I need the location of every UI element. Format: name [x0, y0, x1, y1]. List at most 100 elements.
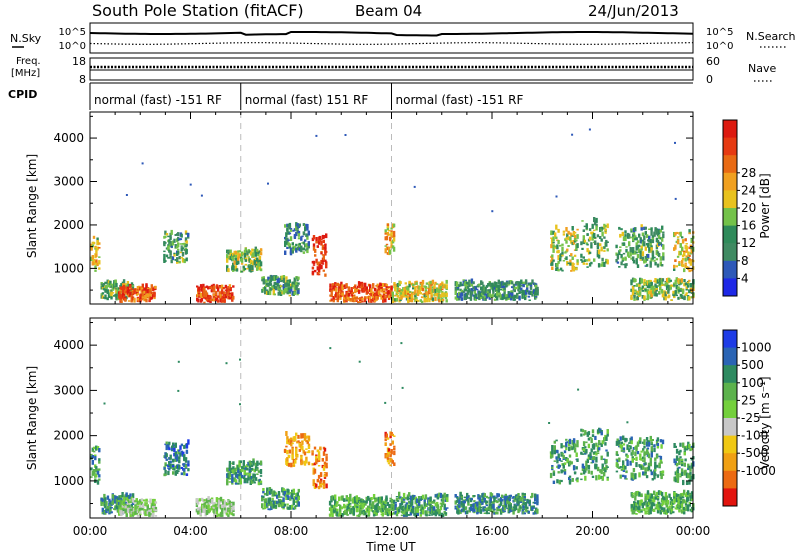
echo-cell [556, 449, 559, 454]
echo-cell [167, 235, 170, 238]
echo-cell [183, 468, 186, 474]
echo-cell [443, 283, 446, 286]
echo-cell [235, 268, 239, 272]
echo-cell [132, 500, 136, 504]
echo-cell [136, 505, 140, 509]
echo-cell [297, 237, 301, 240]
echo-cell [436, 509, 439, 515]
echo-cell [689, 261, 693, 266]
echo-cell [454, 290, 457, 295]
echo-cell [179, 243, 183, 245]
echo-cell [270, 507, 273, 510]
echo-cell [434, 296, 437, 302]
echo-cell [300, 249, 303, 253]
echo-cell [111, 292, 115, 294]
echo-cell [662, 231, 665, 234]
echo-cell [296, 499, 299, 502]
echo-cell [648, 247, 651, 252]
echo-cell [615, 451, 619, 456]
echo-cell [263, 504, 267, 506]
echo-cell [352, 506, 355, 511]
echo-cell [523, 496, 526, 499]
echo-cell [268, 290, 272, 296]
echo-cell [580, 258, 583, 261]
echo-cell [583, 239, 587, 243]
echo-cell [466, 285, 470, 289]
echo-region [615, 435, 665, 481]
echo-cell [648, 236, 651, 240]
echo-cell [641, 239, 645, 243]
echo-cell [114, 505, 117, 509]
echo-cell [279, 275, 283, 281]
echo-cell [291, 442, 294, 445]
echo-cell [254, 466, 258, 471]
echo-cell [531, 506, 534, 511]
echo-cell [385, 236, 389, 241]
echo-cell [678, 232, 681, 235]
echo-cell [319, 446, 322, 451]
echo-cell [377, 286, 381, 291]
echo-cell [314, 254, 317, 257]
echo-cell [111, 287, 115, 291]
echo-cell [321, 254, 325, 256]
echo-cell [644, 246, 647, 251]
echo-cell [421, 509, 425, 515]
echo-cell [504, 493, 507, 498]
echo-cell [482, 286, 485, 291]
echo-cell [673, 268, 676, 271]
echo-cell [286, 291, 289, 295]
echo-cell [121, 508, 125, 511]
echo-cell [390, 449, 393, 455]
echo-cell [272, 503, 276, 509]
echo-cell [630, 294, 633, 300]
echo-cell [274, 492, 278, 495]
echo-cell [379, 293, 382, 296]
echo-cell [96, 237, 99, 242]
echo-cell [313, 484, 317, 489]
echo-cell [200, 285, 204, 291]
echo-cell [674, 244, 677, 250]
echo-cell [116, 287, 119, 291]
echo-cell [249, 468, 252, 471]
echo-cell [259, 480, 263, 484]
echo-cell [520, 287, 523, 291]
echo-cell [121, 492, 124, 498]
echo-cell [256, 468, 259, 471]
echo-cell [630, 436, 633, 441]
echo-cell [180, 443, 184, 447]
echo-cell [305, 456, 308, 462]
echo-cell [410, 291, 414, 295]
echo-cell [634, 292, 637, 295]
echo-cell [420, 283, 424, 286]
echo-cell [573, 249, 577, 251]
echo-cell [281, 501, 284, 505]
echo-cell [109, 509, 112, 513]
echo-cell [434, 289, 437, 294]
echo-cell [165, 441, 168, 446]
echo-cell [306, 233, 309, 237]
echo-cell [220, 289, 224, 293]
echo-cell [184, 245, 188, 248]
echo-cell [224, 284, 228, 289]
echo-cell [498, 503, 501, 507]
echo-cell [116, 294, 119, 297]
echo-cell [631, 291, 635, 296]
echo-cell [620, 441, 624, 445]
echo-cell [195, 505, 199, 507]
echo-cell [294, 436, 297, 442]
echo-cell [576, 442, 579, 448]
echo-cell [319, 472, 323, 477]
echo-cell [587, 470, 591, 474]
echo-cell [215, 297, 219, 301]
echo-cell [185, 249, 188, 252]
echo-cell [148, 509, 151, 513]
echo-cell [213, 293, 216, 297]
echo-cell [385, 497, 388, 501]
echo-cell [618, 440, 621, 445]
echo-cell [148, 507, 151, 511]
echo-cell [98, 247, 101, 249]
echo-cell [606, 429, 609, 434]
echo-cell [420, 508, 423, 513]
echo-cell [345, 509, 348, 514]
echo-cell [616, 454, 619, 456]
